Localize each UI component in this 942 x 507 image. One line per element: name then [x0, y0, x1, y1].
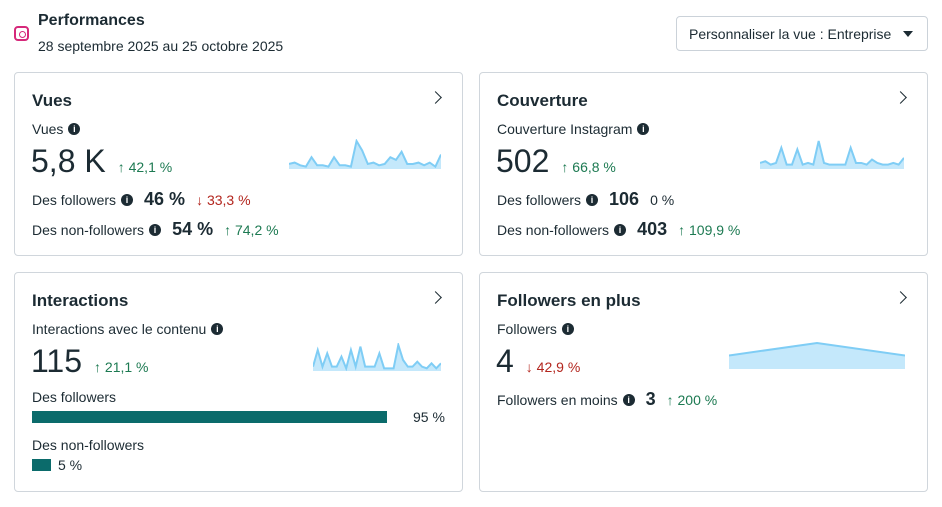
card-title: Vues	[32, 91, 73, 110]
nonfollowers-value: 403	[637, 219, 668, 239]
sparkline-line	[289, 139, 441, 169]
card-interactions[interactable]: Interactions Interactions avec le conten…	[14, 272, 463, 492]
card-title: Couverture	[497, 91, 588, 110]
nonfollowers-label: Des non-followers	[32, 221, 145, 238]
caret-down-icon	[903, 31, 913, 37]
info-icon[interactable]: i	[561, 323, 574, 335]
followers-label: Des followers	[497, 191, 582, 208]
card-followers[interactable]: Followers en plus Followers i 4 ↓ 42,9 % F…	[479, 272, 928, 492]
info-icon[interactable]: i	[614, 223, 627, 236]
card-couverture[interactable]: Couverture Couverture Instagram i 502 ↑ 66…	[479, 72, 928, 256]
metric-delta: ↑ 42,1 %	[117, 159, 173, 175]
card-title: Followers en plus	[497, 291, 641, 310]
chevron-right-icon[interactable]	[894, 91, 907, 104]
info-icon[interactable]: i	[68, 123, 81, 135]
metric-value: 5,8 K	[31, 143, 106, 179]
sparkline-line	[313, 343, 441, 371]
followers-delta: ↓ 33,3 %	[196, 191, 251, 208]
followers-value: 106	[609, 189, 640, 209]
info-icon[interactable]: i	[586, 193, 599, 206]
followers-value: 46 %	[144, 189, 186, 209]
followers-bar	[32, 411, 388, 423]
page-title: Performances	[38, 12, 145, 29]
card-title: Interactions	[32, 291, 129, 310]
metric-label: Interactions avec le contenu	[32, 321, 207, 337]
sparkline-area	[289, 141, 441, 169]
sparkline	[289, 139, 441, 169]
sparkline-area	[729, 343, 905, 369]
followers-label: Des followers	[32, 191, 117, 208]
nonfollowers-pct: 5 %	[58, 457, 83, 473]
sparkline	[729, 341, 905, 369]
nonfollowers-label: Des non-followers	[32, 437, 145, 453]
chevron-right-icon[interactable]	[429, 291, 442, 304]
lost-delta: ↑ 200 %	[666, 391, 718, 408]
card-vues[interactable]: Vues Vues i 5,8 K ↑ 42,1 % Des followers i 4…	[14, 72, 463, 256]
sparkline-line	[760, 140, 904, 166]
view-select[interactable]: Personnaliser la vue : Entreprise	[676, 16, 928, 51]
sparkline-area	[313, 345, 441, 371]
lost-value: 3	[645, 389, 656, 409]
followers-label: Des followers	[32, 389, 117, 405]
sparkline	[760, 140, 904, 169]
sparkline-area	[760, 141, 904, 169]
instagram-icon	[14, 26, 29, 41]
nonfollowers-bar	[32, 459, 51, 471]
nonfollowers-delta: ↑ 74,2 %	[224, 221, 279, 238]
metric-label: Vues	[32, 121, 64, 137]
metric-delta: ↑ 66,8 %	[561, 159, 616, 175]
lost-label: Followers en moins	[497, 391, 618, 408]
sparkline-line	[729, 341, 905, 357]
info-icon[interactable]: i	[149, 223, 162, 236]
metric-label: Couverture Instagram	[497, 121, 633, 137]
info-icon[interactable]: i	[211, 323, 224, 335]
nonfollowers-label: Des non-followers	[497, 221, 610, 238]
chevron-right-icon[interactable]	[894, 291, 907, 304]
metric-value: 4	[496, 343, 514, 379]
metric-delta: ↓ 42,9 %	[525, 359, 581, 375]
metric-delta: ↑ 21,1 %	[94, 359, 149, 375]
date-range: 28 septembre 2025 au 25 octobre 2025	[38, 38, 284, 54]
followers-pct: 95 %	[413, 409, 445, 425]
nonfollowers-delta: ↑ 109,9 %	[678, 221, 741, 238]
metric-value: 502	[496, 143, 550, 179]
info-icon[interactable]: i	[637, 123, 650, 135]
metric-label: Followers	[497, 321, 557, 337]
followers-delta: 0 %	[650, 191, 675, 208]
info-icon[interactable]: i	[622, 393, 635, 406]
nonfollowers-value: 54 %	[172, 219, 214, 239]
metric-value: 115	[31, 343, 83, 379]
info-icon[interactable]: i	[121, 193, 134, 206]
view-select-label: Personnaliser la vue : Entreprise	[689, 25, 892, 42]
sparkline	[313, 343, 441, 371]
chevron-right-icon[interactable]	[429, 91, 442, 104]
